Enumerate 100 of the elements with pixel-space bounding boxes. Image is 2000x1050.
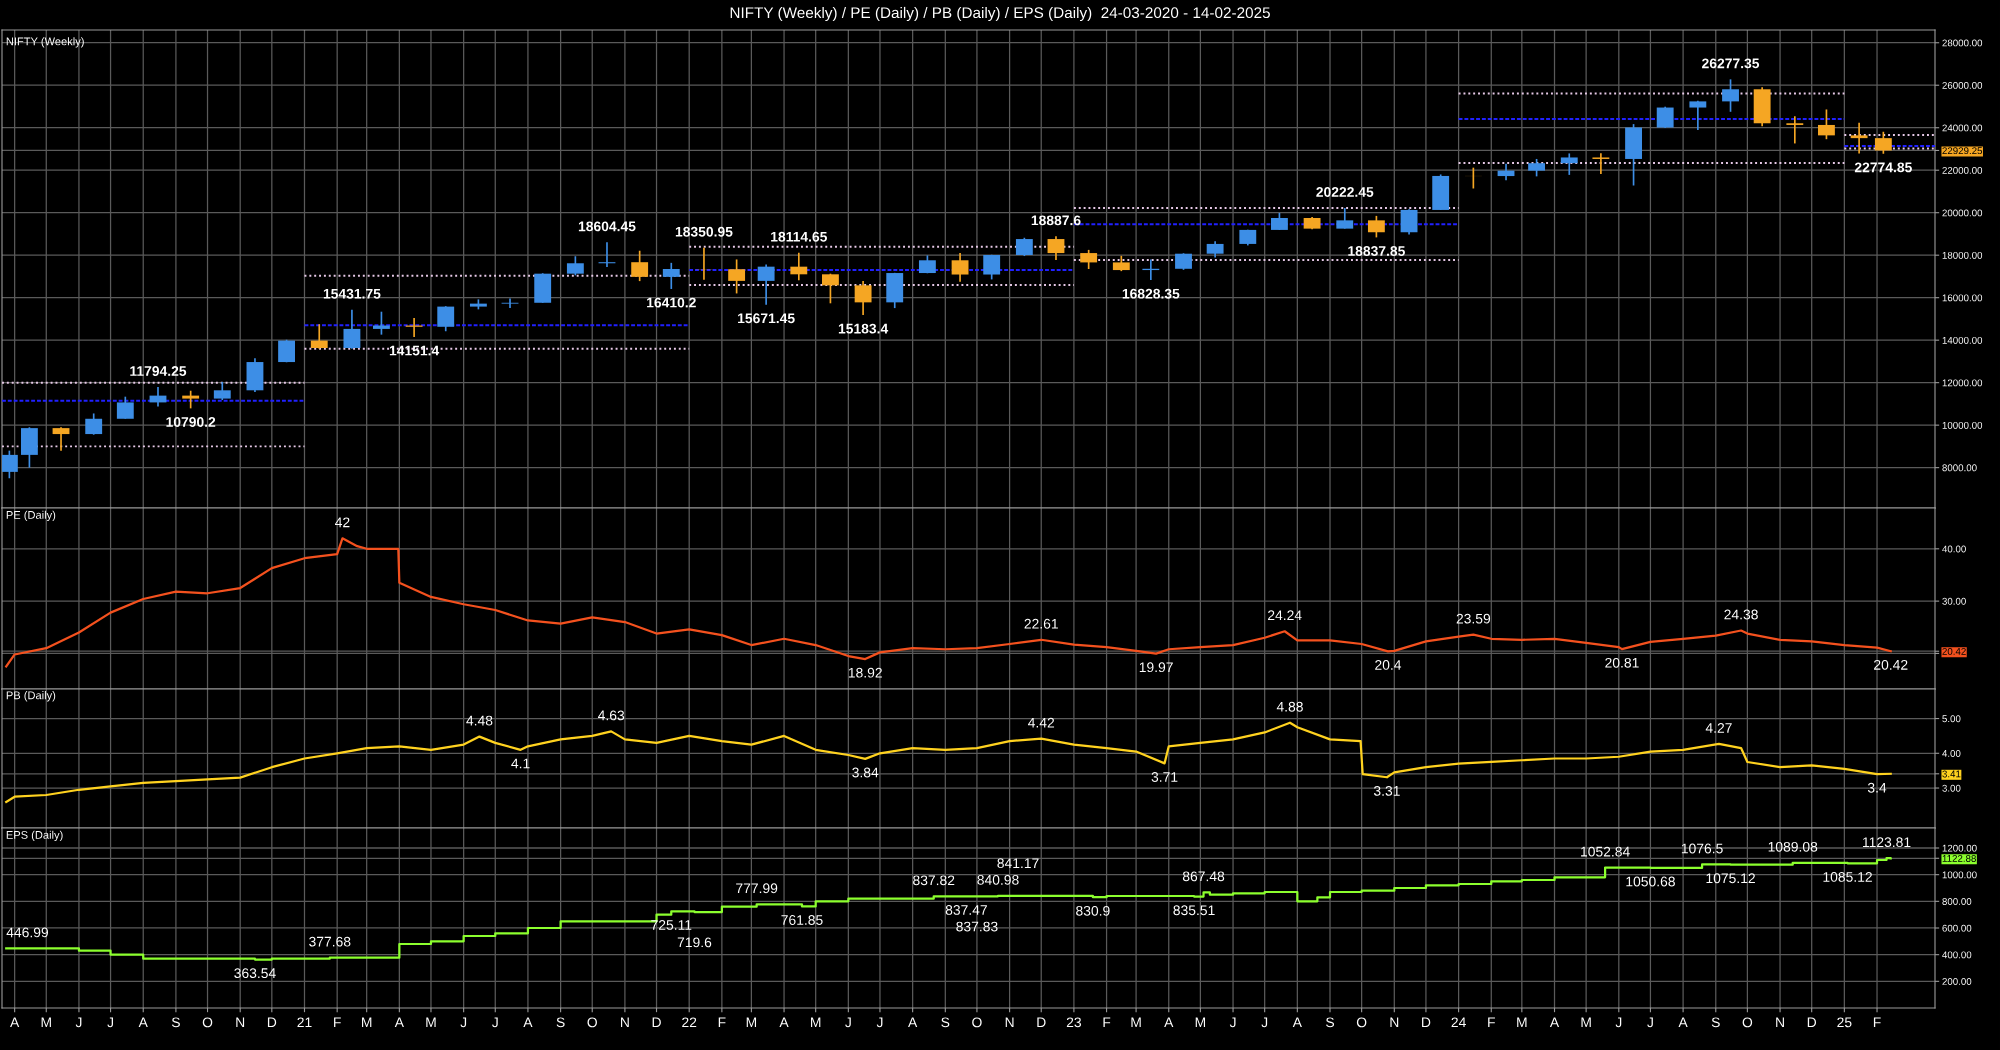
annotation: 26277.35 [1702, 58, 1760, 69]
candlestick [1336, 207, 1354, 230]
x-tick-label: A [1549, 1017, 1560, 1028]
x-tick-label: N [1005, 1017, 1014, 1028]
x-tick-label: J [492, 1017, 498, 1028]
candlestick [501, 297, 519, 309]
y-tick-label: 20000.00 [1942, 209, 1983, 217]
y-tick-label: 26000.00 [1942, 81, 1983, 89]
candlestick [1367, 215, 1385, 239]
annotation: 4.27 [1705, 722, 1732, 733]
x-tick-label: O [1742, 1017, 1753, 1028]
x-tick-label: O [972, 1017, 982, 1028]
x-tick-label: J [1261, 1017, 1268, 1028]
x-tick-label: A [908, 1017, 918, 1028]
x-tick-label: O [202, 1017, 213, 1028]
x-tick-label: M [1131, 1017, 1141, 1028]
annotation: 719.6 [677, 937, 712, 948]
annotation: 16828.35 [1122, 288, 1180, 299]
candlestick [52, 426, 70, 452]
annotation: 761.85 [781, 915, 823, 925]
y-tick-label: 14000.00 [1942, 336, 1983, 344]
annotation: 22774.85 [1854, 162, 1912, 173]
annotation: 18.92 [848, 667, 882, 678]
x-tick-label: S [171, 1017, 180, 1028]
annotation: 10790.2 [166, 417, 216, 427]
annotation: 23.59 [1456, 613, 1491, 624]
candlestick [1047, 235, 1065, 261]
x-tick-label: F [1873, 1017, 1881, 1028]
y-tick-label: 1200.00 [1942, 844, 1977, 852]
x-tick-label: N [1776, 1017, 1784, 1028]
x-tick-label: F [1488, 1017, 1495, 1028]
annotation: 20222.45 [1316, 187, 1374, 197]
annotation: 3.31 [1373, 785, 1400, 796]
candlestick [343, 308, 361, 350]
annotation: 24.38 [1724, 609, 1758, 620]
annotation: 377.68 [309, 936, 351, 947]
y-tick-label: 400.00 [1942, 951, 1972, 959]
x-tick-label: 23 [1066, 1017, 1082, 1028]
annotation: 837.83 [956, 921, 998, 932]
candlestick [790, 251, 808, 282]
annotation: 4.63 [598, 710, 625, 721]
annotation: 841.17 [997, 858, 1039, 869]
annotation: 837.47 [945, 905, 987, 915]
annotation: 1075.12 [1706, 873, 1755, 884]
annotation: 835.51 [1173, 905, 1215, 916]
annotation: 15431.75 [323, 288, 381, 299]
y-tick-label: 22929.25 [1942, 147, 1983, 155]
candlestick [116, 395, 134, 420]
x-tick-label: 24 [1451, 1017, 1466, 1028]
annotation: 1052.84 [1581, 846, 1630, 857]
annotation: 4.1 [511, 758, 530, 769]
x-tick-label: A [138, 1017, 148, 1028]
candlestick [631, 249, 649, 282]
annotation: 3.84 [852, 767, 879, 778]
candlestick [310, 323, 328, 350]
x-tick-label: D [1422, 1017, 1431, 1028]
y-tick-label: 3.41 [1942, 770, 1961, 778]
candlestick [1080, 249, 1098, 270]
annotation: 15183.4 [838, 323, 889, 334]
candlestick [662, 262, 680, 290]
x-tick-label: 22 [682, 1017, 697, 1028]
y-tick-label: 8000.00 [1942, 464, 1977, 472]
candlestick [1874, 130, 1892, 155]
candlestick [437, 305, 455, 333]
y-tick-label: 4.00 [1942, 750, 1961, 757]
y-tick-label: 1122.88 [1942, 855, 1976, 862]
candlestick [1656, 105, 1674, 129]
x-tick-label: J [1647, 1017, 1653, 1028]
annotation: 1089.08 [1768, 841, 1818, 852]
annotation: 867.48 [1182, 871, 1225, 882]
y-tick-label: 16000.00 [1942, 294, 1983, 302]
x-tick-label: 25 [1837, 1017, 1852, 1028]
annotation: 446.99 [6, 927, 49, 938]
candlestick [1560, 152, 1578, 176]
x-tick-label: M [1581, 1017, 1591, 1028]
annotation: 777.99 [736, 883, 778, 894]
x-tick-label: A [1292, 1017, 1302, 1028]
candlestick [822, 272, 839, 305]
y-tick-label: 200.00 [1942, 978, 1972, 985]
annotation: 725.11 [651, 920, 692, 930]
annotation: 4.88 [1276, 701, 1303, 712]
x-tick-label: N [1390, 1017, 1399, 1028]
candlestick [983, 253, 1001, 281]
candlestick [1818, 108, 1835, 141]
candlestick [1400, 208, 1418, 236]
x-tick-label: A [779, 1017, 789, 1028]
annotation: 19.97 [1139, 662, 1173, 673]
x-tick-label: J [1615, 1017, 1622, 1028]
x-tick-label: M [746, 1017, 757, 1028]
x-tick-label: J [75, 1017, 82, 1028]
annotation: 1076.5 [1681, 843, 1723, 854]
annotation: 20.42 [1874, 659, 1908, 670]
x-tick-label: N [621, 1017, 629, 1028]
candlestick [566, 255, 584, 277]
annotation: 15671.45 [738, 313, 795, 324]
annotation: 1123.81 [1862, 837, 1911, 848]
x-tick-label: S [1326, 1017, 1335, 1028]
annotation: 837.82 [913, 875, 955, 886]
y-tick-label: 18000.00 [1942, 251, 1983, 259]
candlestick [951, 252, 969, 283]
